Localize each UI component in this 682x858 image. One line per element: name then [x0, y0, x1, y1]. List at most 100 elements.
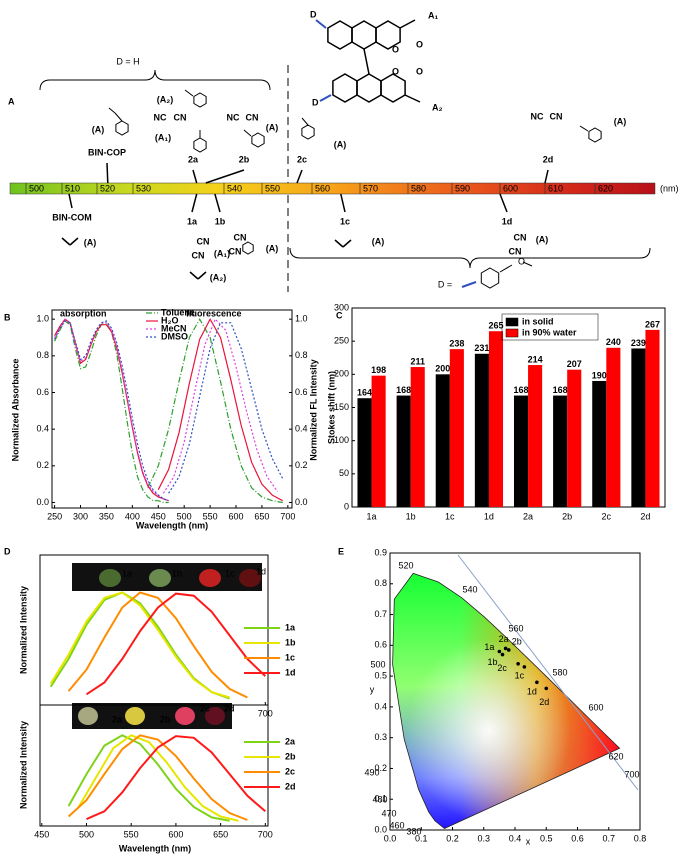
y-tick-label: 0.4	[295, 424, 308, 434]
x-tick-label: 300	[73, 511, 88, 521]
group-label: NC	[154, 112, 167, 122]
data-point	[535, 680, 539, 685]
x-tick-label: 2a	[523, 511, 533, 521]
legend-label: 1b	[285, 637, 296, 647]
bar	[371, 375, 386, 507]
sample-blob	[199, 569, 221, 587]
ring	[193, 137, 207, 153]
scale-tick-label: 620	[598, 183, 613, 193]
group-label: (A₁)	[155, 132, 171, 142]
group-label: NC	[227, 112, 240, 122]
ring	[588, 127, 602, 143]
scale-unit: (nm)	[660, 183, 679, 193]
y-tick-label: 0.8	[374, 578, 387, 588]
y-tick-label: 0.0	[374, 824, 387, 834]
scale-marker	[192, 169, 198, 184]
scale-tick-label: 590	[455, 183, 470, 193]
ring	[380, 73, 406, 103]
marker-label: 2d	[543, 154, 554, 164]
group-label: (A₁)	[214, 248, 230, 258]
bar-value-label: 238	[449, 339, 464, 349]
data-point	[506, 648, 511, 652]
scale-tick-label: 540	[227, 183, 242, 193]
wavelength-label: 520	[398, 560, 413, 570]
bond	[342, 239, 352, 248]
group-label: CN	[174, 112, 187, 122]
y-tick-label: 0.2	[374, 763, 387, 773]
inset-label: 1a	[122, 568, 132, 578]
group-label: CN	[234, 232, 247, 242]
bar	[396, 395, 411, 507]
sample-blob	[125, 707, 145, 725]
bond	[184, 89, 194, 97]
bond	[301, 117, 309, 126]
point-label: 1d	[527, 687, 537, 697]
structure-label: O	[416, 39, 423, 49]
x-tick-label: 1b	[406, 511, 416, 521]
ring	[301, 124, 315, 140]
ring	[115, 120, 129, 136]
group-label: (A)	[266, 122, 279, 132]
x-tick-label: 0.5	[540, 833, 553, 843]
data-line	[147, 317, 283, 504]
y-tick-label: 0.1	[374, 794, 387, 804]
bar-value-label: 211	[410, 356, 425, 366]
group-label: CN	[246, 112, 259, 122]
wavelength-label: 620	[608, 751, 623, 761]
data-line	[49, 591, 230, 699]
x-tick-label: 0.1	[415, 833, 428, 843]
data-point	[544, 686, 549, 691]
data-line	[54, 318, 169, 502]
legend-label: 1c	[285, 652, 295, 662]
scale-tick-label: 570	[363, 183, 378, 193]
x-tick-label: 0.8	[634, 833, 647, 843]
brace	[289, 247, 651, 269]
marker-label: 2c	[297, 154, 307, 164]
x-tick-label: 700	[258, 829, 273, 839]
marker-label: 2a	[188, 154, 199, 164]
group-label: NC	[531, 111, 544, 121]
structure-label: A₂	[432, 102, 443, 112]
sample-blob	[78, 707, 98, 725]
bar	[449, 349, 464, 507]
y-tick-label: 0.8	[295, 350, 308, 360]
bond	[499, 264, 513, 273]
gamut-fill	[392, 573, 620, 829]
ring	[480, 267, 500, 289]
x-tick-label: 2b	[562, 511, 572, 521]
bond	[399, 19, 416, 29]
panel-letter: B	[4, 312, 11, 322]
x-tick-label: 1d	[484, 511, 494, 521]
legend-label: 2d	[285, 781, 296, 791]
wavelength-label: 700	[624, 769, 639, 779]
annotation: absorption	[60, 308, 107, 318]
x-tick-label: 0.7	[602, 833, 615, 843]
inset-label: 1b	[172, 568, 182, 578]
inset-label: 2d	[224, 703, 235, 713]
x-tick-label: 0.3	[477, 833, 490, 843]
x-tick-label: 350	[99, 511, 114, 521]
sample-blob	[149, 569, 171, 587]
group-label: (A₂)	[210, 272, 227, 282]
axis-label: Normalized Intensity	[18, 586, 28, 674]
group-label: (A₂)	[157, 94, 174, 104]
data-line	[67, 591, 248, 699]
y-tick-label: 0	[344, 501, 349, 511]
legend-label: 2a	[285, 736, 296, 746]
y-tick-label: 100	[334, 435, 349, 445]
y-tick-label: 0.5	[374, 670, 387, 680]
bond	[61, 237, 71, 246]
wavelength-label: 380	[406, 826, 421, 836]
atom-label: O	[518, 256, 525, 266]
data-point	[503, 646, 508, 651]
ring	[332, 73, 358, 103]
scale-marker	[296, 169, 303, 184]
group-label: (A)	[614, 116, 627, 126]
bond	[108, 107, 116, 114]
bar	[513, 395, 529, 507]
bar	[474, 353, 489, 507]
bond	[404, 94, 421, 103]
x-tick-label: 2d	[640, 511, 650, 521]
bar	[528, 365, 543, 507]
